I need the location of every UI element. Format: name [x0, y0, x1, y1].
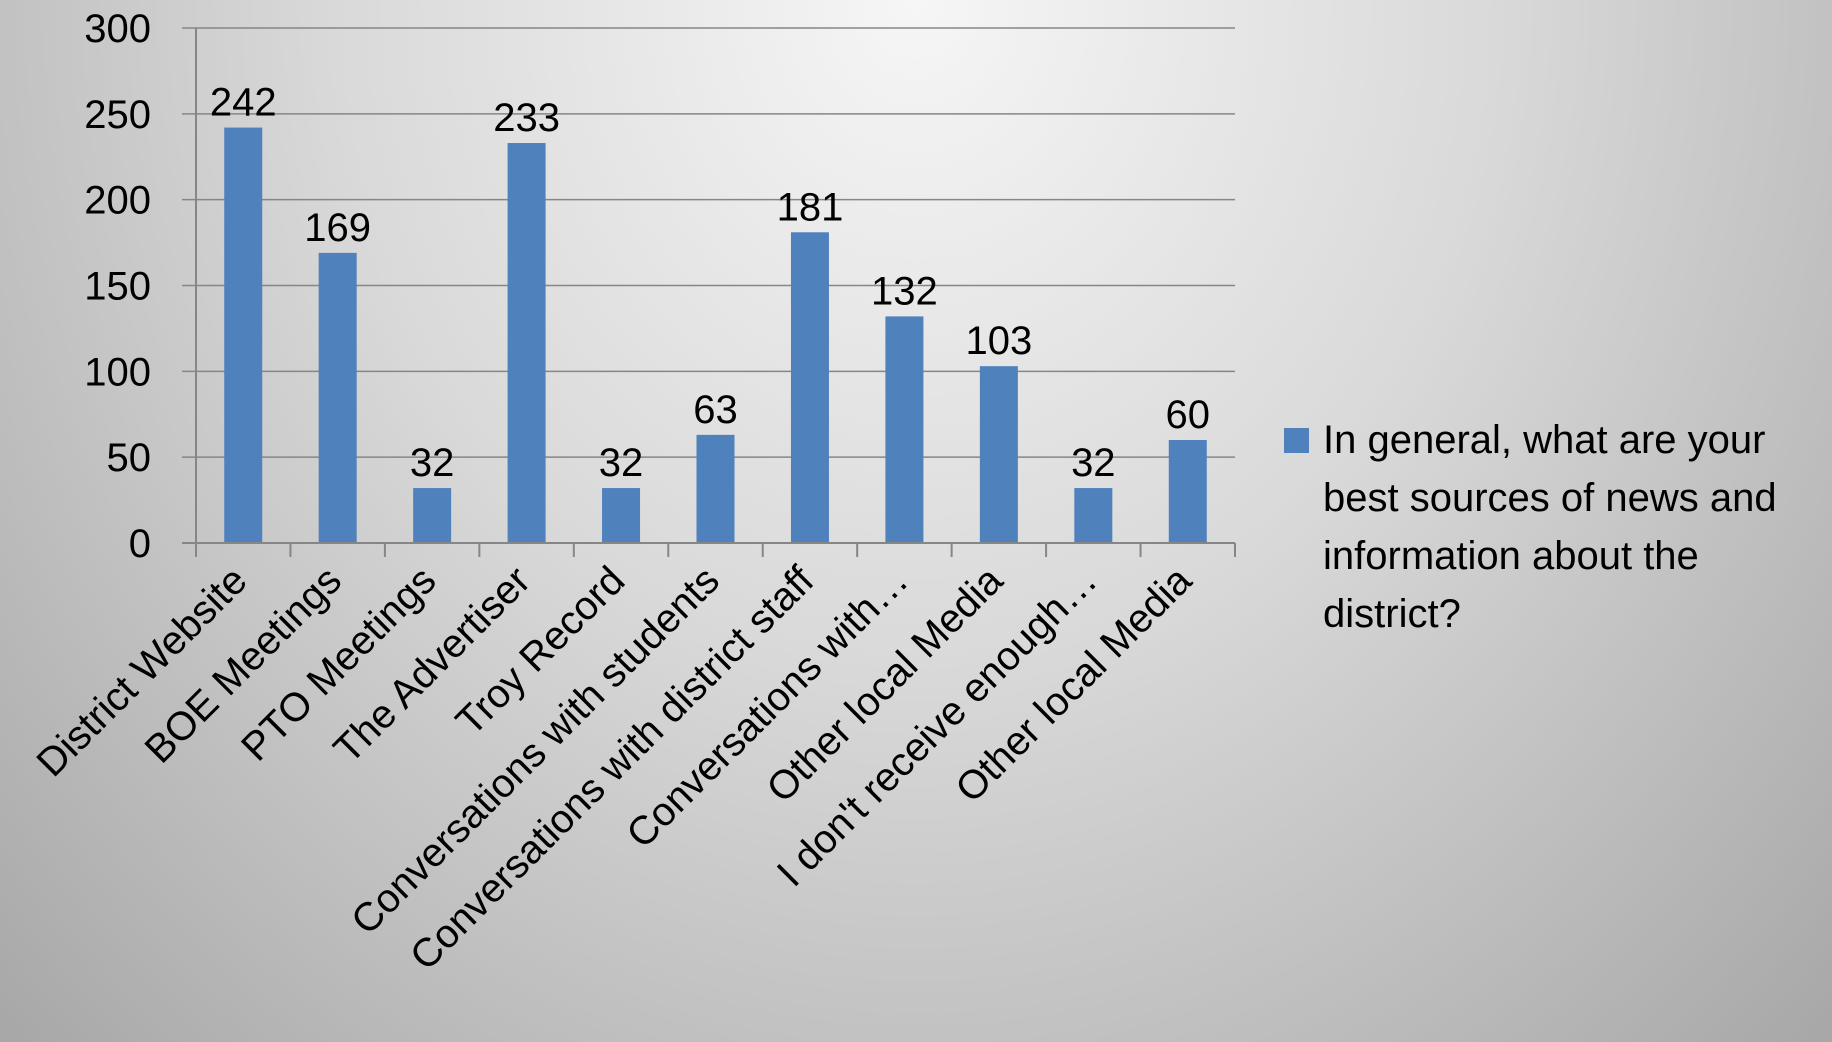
- legend-line: district?: [1323, 592, 1461, 636]
- data-label: 63: [693, 388, 738, 432]
- bar: [696, 434, 735, 543]
- data-label: 181: [777, 185, 844, 229]
- legend-line: In general, what are your: [1323, 418, 1765, 462]
- data-label: 233: [493, 96, 560, 140]
- bar: [224, 127, 263, 544]
- legend-swatch: [1284, 428, 1309, 453]
- legend-line: information about the: [1323, 534, 1699, 578]
- y-tick-label: 50: [107, 436, 152, 480]
- bar: [885, 316, 924, 543]
- y-tick-label: 250: [84, 93, 151, 137]
- axes: [182, 28, 1235, 544]
- data-label: 132: [871, 269, 938, 313]
- y-axis-ticks: 0 50 100 150 200 250 300: [84, 7, 151, 566]
- data-labels: 242 169 32 233 32 63 181 132 103 32 60: [210, 81, 1210, 486]
- data-label: 242: [210, 81, 277, 125]
- y-tick-label: 200: [84, 179, 151, 223]
- data-label: 60: [1166, 393, 1211, 437]
- legend: In general, what are your best sources of…: [1284, 418, 1777, 636]
- bar: [318, 252, 357, 543]
- data-label: 32: [410, 441, 455, 485]
- bar: [1168, 440, 1207, 543]
- data-label: 32: [1071, 441, 1116, 485]
- bar: [979, 366, 1018, 543]
- data-label: 32: [599, 441, 644, 485]
- y-tick-label: 100: [84, 350, 151, 394]
- legend-line: best sources of news and: [1323, 476, 1777, 520]
- bar: [602, 488, 641, 543]
- bar: [413, 488, 452, 543]
- data-label: 169: [304, 206, 371, 250]
- bars: [224, 127, 1207, 544]
- legend-label: In general, what are your best sources of…: [1323, 418, 1777, 636]
- bar: [790, 232, 829, 544]
- bar: [507, 143, 546, 543]
- bar: [1074, 488, 1113, 543]
- y-tick-label: 0: [129, 522, 151, 566]
- gridlines: [182, 27, 1235, 544]
- y-tick-label: 300: [84, 7, 151, 51]
- y-tick-label: 150: [84, 265, 151, 309]
- data-label: 103: [965, 319, 1032, 363]
